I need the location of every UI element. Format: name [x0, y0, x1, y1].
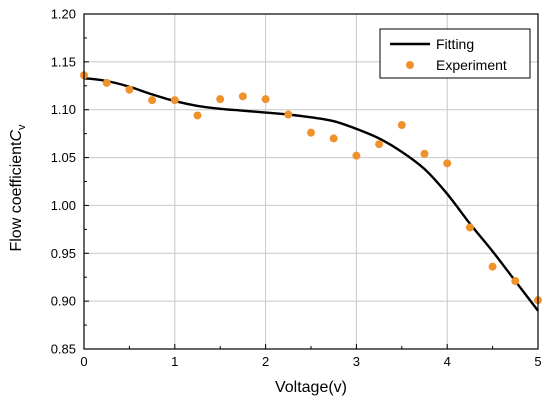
y-axis-title-subscript: v — [16, 124, 28, 130]
y-tick-label: 0.85 — [51, 342, 76, 357]
legend-box — [379, 28, 531, 79]
experiment-point — [307, 128, 315, 137]
experiment-point — [102, 78, 111, 87]
x-axis-title: Voltage(v) — [275, 379, 347, 396]
experiment-point — [420, 149, 429, 158]
experiment-point — [511, 277, 520, 286]
experiment-point — [261, 95, 270, 104]
y-tick-label: 1.00 — [51, 198, 76, 213]
axis-ticks — [83, 13, 539, 350]
y-tick-label: 1.05 — [51, 150, 76, 165]
y-axis-tick-labels: 0.85 0.90 0.95 1.00 1.05 1.10 1.15 1.20 — [51, 7, 76, 357]
y-tick-label: 1.20 — [51, 7, 76, 22]
x-tick-label: 5 — [534, 354, 541, 369]
experiment-point — [216, 95, 225, 104]
experiment-series — [80, 71, 542, 305]
y-tick-label: 1.15 — [51, 54, 76, 69]
experiment-point — [238, 92, 247, 101]
x-tick-label: 1 — [171, 354, 178, 369]
y-tick-label: 0.90 — [51, 294, 76, 309]
experiment-point — [284, 110, 293, 119]
experiment-point — [352, 151, 361, 160]
y-tick-label: 1.10 — [51, 102, 76, 117]
experiment-point — [465, 223, 474, 232]
y-axis-title-text: Flow coefficient — [8, 141, 25, 252]
x-tick-label: 3 — [353, 354, 360, 369]
experiment-point — [125, 85, 134, 94]
y-axis-title: Flow coefficientCv — [8, 124, 28, 252]
x-tick-label: 4 — [444, 354, 451, 369]
experiment-point — [443, 159, 452, 168]
experiment-point — [488, 262, 497, 271]
legend-experiment-swatch — [406, 61, 414, 69]
fitting-series — [83, 76, 539, 312]
legend: Fitting Experiment — [379, 28, 531, 79]
x-tick-label: 0 — [80, 354, 87, 369]
experiment-point — [193, 111, 202, 120]
legend-fitting-label: Fitting — [436, 36, 474, 52]
x-axis-tick-labels: 0 1 2 3 4 5 — [80, 354, 541, 369]
legend-experiment-label: Experiment — [436, 57, 507, 73]
y-tick-label: 0.95 — [51, 246, 76, 261]
experiment-point — [170, 96, 179, 105]
experiment-point — [148, 96, 157, 105]
y-axis-title-symbol: C — [8, 130, 25, 142]
experiment-point — [375, 140, 384, 149]
x-tick-label: 2 — [262, 354, 269, 369]
experiment-point — [329, 134, 338, 143]
fitting-line — [83, 76, 539, 312]
experiment-point — [397, 121, 406, 130]
